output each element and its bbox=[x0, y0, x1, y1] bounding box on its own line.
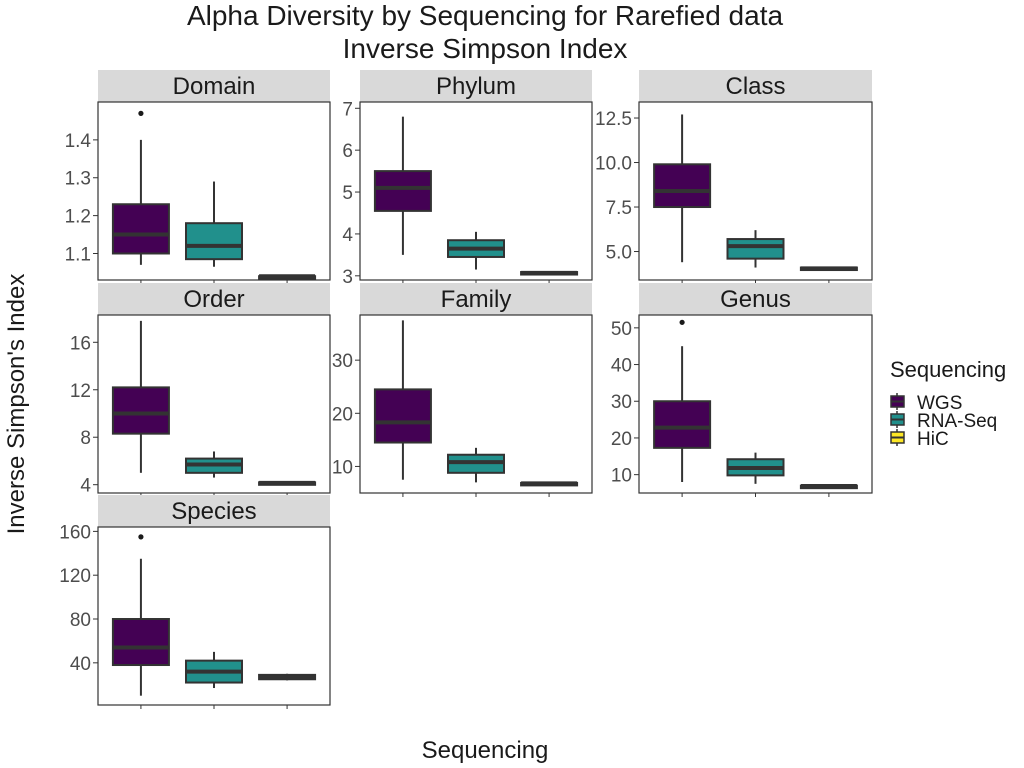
facet-family: Family 10 20 30 bbox=[332, 283, 593, 497]
x-axis-label: Sequencing bbox=[422, 737, 549, 764]
chart-title-line1: Alpha Diversity by Sequencing for Rarefi… bbox=[187, 0, 784, 31]
y-tick-label: 5.0 bbox=[606, 243, 632, 264]
y-tick-label: 1.4 bbox=[65, 131, 92, 152]
y-tick-label: 16 bbox=[70, 333, 91, 354]
box-rna-seq bbox=[185, 451, 243, 478]
y-tick-label: 80 bbox=[70, 610, 91, 631]
facet-title: Domain bbox=[173, 73, 256, 100]
y-tick-label: 4 bbox=[80, 476, 91, 497]
facet-species: Species 40 80 120 160 bbox=[59, 495, 331, 709]
y-axis-label: Inverse Simpson's Index bbox=[3, 274, 30, 535]
y-tick-label: 8 bbox=[80, 428, 91, 449]
facet-strip bbox=[98, 70, 330, 102]
y-tick-label: 40 bbox=[70, 654, 91, 675]
y-tick-label: 120 bbox=[59, 566, 91, 587]
outlier-point bbox=[138, 110, 144, 116]
box-wgs bbox=[111, 320, 170, 473]
y-tick-label: 50 bbox=[611, 319, 632, 340]
facet-strip bbox=[98, 495, 330, 527]
y-tick-label: 10 bbox=[611, 466, 632, 487]
box-wgs bbox=[111, 110, 170, 265]
legend-item-rna-seq: RNA-Seq bbox=[890, 411, 997, 432]
facet-strip bbox=[639, 70, 872, 102]
legend-title: Sequencing bbox=[890, 357, 1006, 382]
legend-label: HiC bbox=[917, 429, 949, 450]
y-tick-label: 40 bbox=[611, 356, 632, 377]
box-wgs bbox=[373, 320, 432, 480]
facet-strip bbox=[360, 283, 592, 315]
y-tick-label: 6 bbox=[342, 141, 353, 162]
box-rna-seq bbox=[447, 231, 505, 270]
box-wgs bbox=[653, 319, 712, 482]
facet-title: Class bbox=[725, 73, 785, 100]
y-tick-label: 7 bbox=[342, 99, 353, 120]
box-wgs bbox=[653, 114, 712, 263]
facet-strip bbox=[360, 70, 592, 102]
box-iqr bbox=[726, 238, 785, 260]
box-wgs bbox=[373, 116, 432, 255]
facet-genus: Genus 10 20 30 40 50 bbox=[611, 283, 873, 497]
y-tick-label: 160 bbox=[59, 522, 91, 543]
outlier-point bbox=[679, 319, 685, 325]
box-iqr bbox=[185, 222, 243, 261]
box-hic bbox=[799, 484, 858, 490]
facet-strip bbox=[639, 283, 872, 315]
box-iqr bbox=[373, 170, 432, 212]
facet-title: Order bbox=[183, 286, 244, 313]
facet-strip bbox=[98, 283, 330, 315]
box-hic bbox=[520, 481, 579, 487]
y-tick-label: 20 bbox=[611, 429, 632, 450]
y-tick-label: 10 bbox=[332, 457, 353, 478]
y-tick-label: 3 bbox=[342, 267, 353, 288]
box-hic bbox=[258, 673, 317, 681]
box-iqr bbox=[111, 203, 170, 255]
facet-domain: Domain 1.1 1.2 1.3 1.4 bbox=[65, 70, 331, 284]
facet-phylum: Phylum 3 4 5 6 7 bbox=[342, 70, 593, 288]
y-tick-label: 30 bbox=[332, 351, 353, 372]
legend-label: WGS bbox=[917, 393, 962, 414]
y-tick-label: 1.3 bbox=[65, 169, 91, 190]
y-tick-label: 7.5 bbox=[606, 198, 632, 219]
box-iqr bbox=[373, 388, 432, 444]
y-tick-label: 4 bbox=[342, 225, 353, 246]
y-tick-label: 1.1 bbox=[65, 244, 91, 265]
box-rna-seq bbox=[447, 447, 505, 483]
outlier-point bbox=[138, 534, 144, 540]
facet-title: Family bbox=[441, 286, 512, 313]
y-tick-label: 5 bbox=[342, 183, 353, 204]
box-rna-seq bbox=[185, 181, 243, 267]
legend-item-hic: HiC bbox=[890, 429, 949, 450]
legend-label: RNA-Seq bbox=[917, 411, 997, 432]
y-tick-label: 30 bbox=[611, 392, 632, 413]
y-tick-label: 10.0 bbox=[595, 154, 632, 175]
box-rna-seq bbox=[185, 651, 243, 689]
box-rna-seq bbox=[726, 452, 785, 484]
facet-class: Class 5.0 7.5 10.0 12.5 bbox=[595, 70, 873, 284]
facet-title: Genus bbox=[720, 286, 791, 313]
box-rna-seq bbox=[726, 230, 785, 268]
chart-title-line2: Inverse Simpson Index bbox=[343, 33, 628, 64]
box-iqr bbox=[111, 618, 170, 667]
box-iqr bbox=[653, 400, 712, 449]
facet-order: Order 4 8 12 16 bbox=[70, 283, 331, 497]
legend-item-wgs: WGS bbox=[890, 393, 962, 414]
box-hic bbox=[520, 270, 579, 276]
box-iqr bbox=[653, 163, 712, 209]
box-wgs bbox=[111, 534, 170, 696]
y-tick-label: 12 bbox=[70, 381, 91, 402]
facet-panels: Domain 1.1 1.2 1.3 1.4 Phylum 3 4 5 6 7 Class 5.0 7.5… bbox=[59, 70, 873, 709]
y-tick-label: 1.2 bbox=[65, 207, 91, 228]
box-hic bbox=[258, 274, 317, 280]
box-iqr bbox=[111, 386, 170, 435]
box-hic bbox=[258, 480, 317, 486]
facet-title: Phylum bbox=[436, 73, 516, 100]
y-tick-label: 12.5 bbox=[595, 109, 632, 130]
facet-title: Species bbox=[171, 498, 256, 525]
y-tick-label: 20 bbox=[332, 404, 353, 425]
box-hic bbox=[799, 266, 858, 272]
